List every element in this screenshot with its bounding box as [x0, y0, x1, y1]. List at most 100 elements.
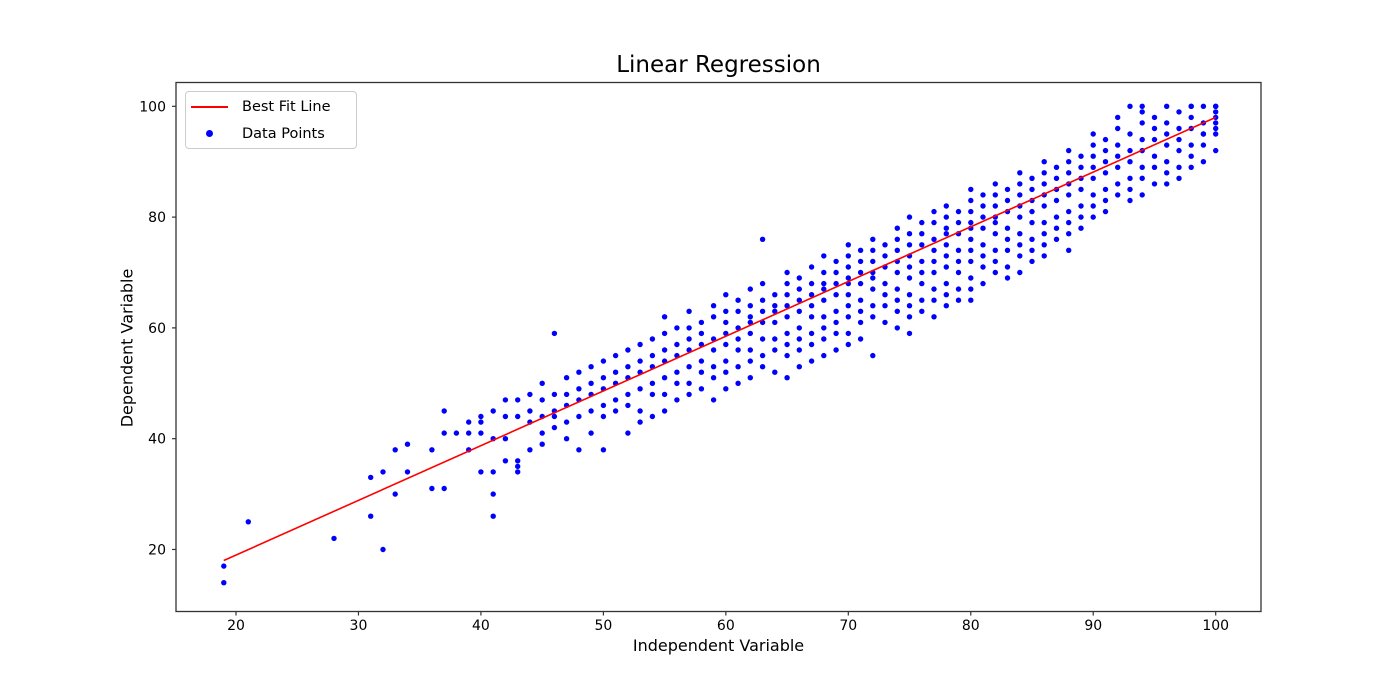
data-point [1102, 186, 1109, 193]
data-point [331, 535, 337, 542]
data-point [1176, 175, 1182, 181]
data-point [1164, 131, 1170, 137]
data-point [821, 352, 827, 359]
data-point [992, 258, 998, 265]
data-point [857, 308, 864, 314]
data-point [1017, 181, 1023, 187]
data-point [796, 336, 802, 342]
data-point [943, 292, 949, 298]
data-point [968, 247, 974, 253]
data-point [221, 580, 227, 586]
y-tick-label: 100 [139, 99, 166, 115]
data-point [870, 286, 876, 292]
data-point [1213, 147, 1219, 154]
data-point [612, 369, 619, 375]
data-point [992, 231, 998, 237]
data-point [1102, 170, 1109, 176]
data-point [968, 275, 974, 281]
data-point [674, 397, 680, 403]
data-point [1127, 186, 1133, 193]
x-tick-label: 100 [1202, 618, 1229, 634]
data-point [992, 269, 998, 276]
data-point [1102, 136, 1109, 143]
data-point [392, 491, 398, 497]
data-point [772, 303, 778, 309]
data-point [466, 419, 472, 425]
data-point [747, 375, 753, 381]
data-point [625, 402, 631, 409]
legend-label-data-points: Data Points [242, 125, 325, 142]
legend-label-best-fit-line: Best Fit Line [242, 98, 331, 115]
data-point [1200, 142, 1207, 148]
data-point [784, 303, 790, 309]
data-point [821, 253, 827, 259]
data-point [1090, 175, 1096, 181]
data-point [710, 364, 717, 370]
data-point [1139, 175, 1145, 181]
data-point [906, 314, 913, 320]
data-point [1041, 159, 1047, 165]
data-point [490, 491, 496, 497]
data-point [1115, 142, 1121, 148]
data-point [637, 341, 643, 348]
data-point [515, 458, 521, 464]
data-point [686, 391, 692, 398]
data-point [527, 447, 533, 453]
data-point [1151, 181, 1158, 187]
data-point [1090, 131, 1096, 137]
data-point [649, 352, 656, 359]
data-point [637, 358, 643, 364]
data-point [833, 280, 839, 287]
data-point [502, 436, 509, 442]
data-point [588, 364, 594, 370]
data-point [1164, 159, 1170, 165]
data-point [980, 225, 986, 231]
data-point [1041, 181, 1047, 187]
data-point [992, 219, 998, 226]
data-point [221, 563, 227, 569]
data-point [894, 269, 900, 276]
data-point [588, 408, 594, 414]
data-point [992, 203, 998, 209]
data-point [943, 264, 949, 270]
data-point [857, 336, 864, 342]
data-point [808, 292, 815, 298]
data-point [563, 419, 570, 425]
data-point [735, 325, 741, 331]
data-point [968, 236, 974, 242]
data-point [1078, 203, 1084, 209]
data-point [710, 303, 717, 309]
data-point [1151, 136, 1158, 143]
data-point [1151, 114, 1158, 121]
data-point [931, 247, 937, 253]
data-point [661, 408, 668, 414]
data-point [368, 474, 374, 481]
data-point [735, 297, 741, 303]
data-point [906, 292, 913, 298]
data-point [906, 231, 913, 237]
data-point [821, 269, 827, 276]
data-point [1213, 103, 1219, 110]
data-point [1115, 164, 1121, 170]
data-point [1053, 214, 1060, 220]
data-point [735, 308, 741, 314]
data-point [747, 347, 753, 353]
data-point [551, 391, 558, 398]
x-tick-label: 40 [472, 618, 490, 634]
data-point [1188, 142, 1194, 148]
data-point [1029, 175, 1035, 181]
data-point [576, 413, 582, 420]
data-point [1029, 186, 1035, 193]
data-point [466, 430, 472, 436]
data-point [710, 375, 717, 381]
y-tick-label: 40 [148, 432, 166, 448]
y-axis-label: Dependent Variable [117, 268, 137, 428]
data-point [527, 391, 533, 398]
data-point [1066, 247, 1072, 253]
data-point [1053, 175, 1060, 181]
data-point [833, 347, 839, 353]
data-point [1017, 214, 1023, 220]
legend-point-swatch [206, 130, 213, 137]
x-tick-label: 90 [1084, 618, 1102, 634]
data-point [894, 236, 900, 242]
